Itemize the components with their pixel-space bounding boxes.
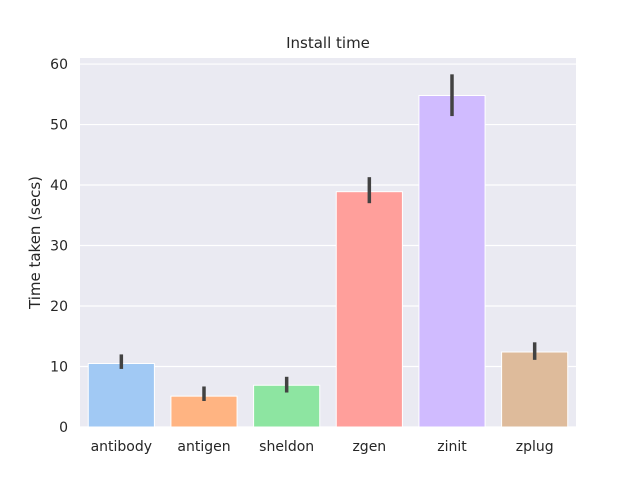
x-tick-label: zplug [516,439,554,455]
bar-zplug [501,351,569,428]
y-tick-label: 20 [50,299,68,315]
x-tick-label: sheldon [259,439,314,455]
bar-zgen [335,191,403,428]
x-tick-label: antigen [177,439,230,455]
x-tick-label: zgen [352,439,386,455]
plot-area [80,58,576,427]
y-tick-label: 30 [50,239,68,255]
y-tick-label: 60 [50,57,68,73]
bars [87,95,569,428]
x-tick-labels: antibody antigen sheldon zgen zinit zplug [91,439,554,455]
y-tick-label: 50 [50,118,68,134]
y-tick-labels: 0 10 20 30 40 50 60 [50,57,68,436]
bar-zinit [418,95,486,428]
y-tick-label: 40 [50,178,68,194]
y-tick-label: 10 [50,360,68,376]
x-tick-label: zinit [437,439,467,455]
chart-title: Install time [286,34,370,52]
bar-antibody [87,362,155,428]
bar-sheldon [253,384,321,428]
error-bars [119,74,537,401]
x-tick-label: antibody [91,439,152,455]
y-axis-label: Time taken (secs) [26,176,44,310]
y-tick-label: 0 [59,420,68,436]
gridlines [80,63,576,428]
